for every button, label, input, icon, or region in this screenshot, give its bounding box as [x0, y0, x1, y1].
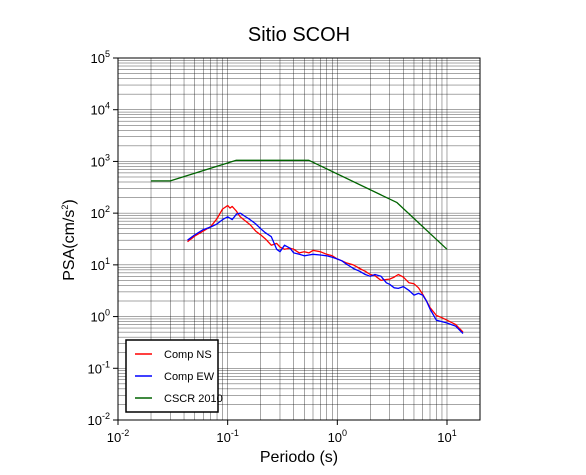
legend-label-comp-ew: Comp EW: [164, 371, 215, 383]
x-tick-label: 10-1: [216, 428, 238, 445]
y-tick-label: 102: [91, 204, 110, 221]
y-axis-label-main: PSA(cm/s: [61, 210, 78, 281]
x-tick-label: 100: [328, 428, 347, 445]
y-tick-label: 105: [91, 49, 110, 66]
x-tick-label: 101: [437, 428, 456, 445]
x-axis-label: Periodo (s): [260, 449, 338, 466]
chart-series: [151, 159, 464, 334]
series-line-comp-ew: [187, 212, 464, 334]
y-axis-label: PSA(cm/s2): [60, 199, 78, 280]
plot-frame: [117, 57, 481, 421]
series-line-cscr-2010: [151, 159, 448, 250]
y-axis-label-suffix: ): [61, 199, 78, 204]
legend: Comp NS Comp EW CSCR 2010: [125, 339, 223, 413]
y-axis-label-sup: 2: [60, 205, 70, 210]
x-tick-label: 10-2: [107, 428, 129, 445]
y-tick-label: 104: [91, 101, 110, 118]
x-tick-labels: 10-2 10-1 100 101: [107, 420, 457, 445]
legend-label-comp-ns: Comp NS: [164, 349, 212, 361]
chart-title: Sitio SCOH: [248, 24, 350, 46]
y-tick-label: 10-1: [88, 359, 110, 376]
legend-label-cscr-2010: CSCR 2010: [164, 393, 223, 405]
series-line-comp-ns: [187, 204, 464, 333]
y-tick-label: 101: [91, 256, 110, 273]
chart-grid: [118, 58, 480, 420]
y-tick-label: 10-2: [88, 411, 110, 428]
y-tick-label: 100: [91, 308, 110, 325]
y-tick-label: 103: [91, 152, 110, 169]
y-tick-labels: 10-2 10-1 100 101 102 103 104 105: [88, 49, 118, 428]
